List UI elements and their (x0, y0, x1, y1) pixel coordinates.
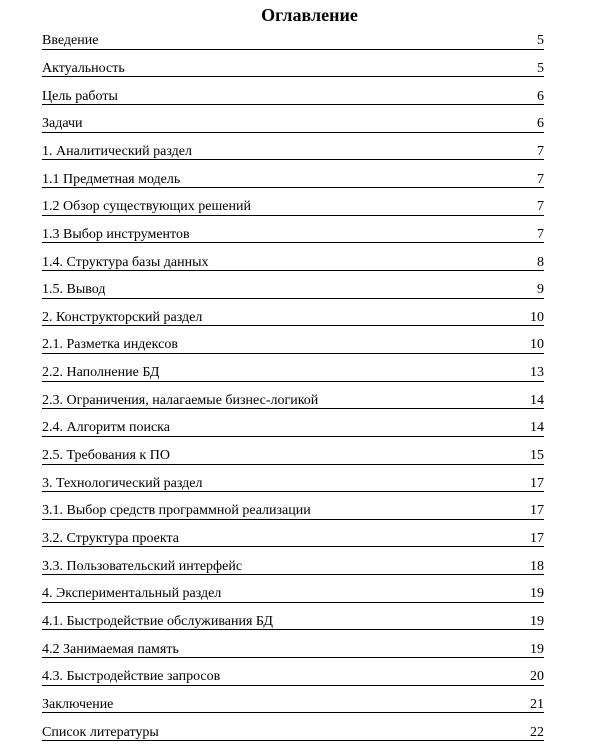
toc-entry-label: 1. Аналитический раздел (42, 143, 192, 159)
toc-entry-label: 1.2 Обзор существующих решений (42, 199, 251, 215)
toc-entry-label: 2.1. Разметка индексов (42, 337, 178, 353)
toc-entry-label: Список литературы (42, 724, 159, 740)
toc-entry-label: Задачи (42, 116, 83, 132)
toc-list: Введение 5 Актуальность 5 Цель работы 6 … (42, 22, 544, 742)
toc-entry[interactable]: 4.2 Занимаемая память 19 (42, 630, 544, 659)
toc-entry-label: 3.1. Выбор средств программной реализаци… (42, 503, 311, 519)
toc-entry-page-number: 10 (530, 337, 544, 353)
toc-entry-label: 2.5. Требования к ПО (42, 448, 170, 464)
toc-entry-label: 2.2. Наполнение БД (42, 365, 160, 381)
toc-entry[interactable]: 4.1. Быстродействие обслуживания БД 19 (42, 603, 544, 631)
toc-entry-page-number: 13 (530, 365, 544, 381)
toc-entry-page-number: 19 (530, 586, 544, 602)
toc-entry[interactable]: 2.3. Ограничения, налагаемые бизнес-логи… (42, 382, 544, 410)
toc-entry-label: Цель работы (42, 88, 118, 104)
toc-entry-label: 2.3. Ограничения, налагаемые бизнес-логи… (42, 392, 319, 408)
toc-entry-page-number: 6 (537, 116, 544, 132)
toc-entry[interactable]: 3.2. Структура проекта 17 (42, 520, 544, 548)
toc-entry[interactable]: 1.5. Вывод 9 (42, 271, 544, 299)
toc-entry[interactable]: 1.2 Обзор существующих решений 7 (42, 188, 544, 216)
toc-entry-label: 4.3. Быстродействие запросов (42, 669, 221, 685)
toc-entry-label: 3.3. Пользовательский интерфейс (42, 558, 243, 574)
toc-entry-label: 4. Экспериментальный раздел (42, 586, 222, 602)
toc-entry-label: 1.5. Вывод (42, 282, 106, 298)
toc-entry-page-number: 8 (537, 254, 544, 270)
toc-entry-page-number: 19 (530, 641, 544, 657)
toc-entry-page-number: 20 (530, 669, 544, 685)
toc-entry-page-number: 7 (537, 199, 544, 215)
toc-entry[interactable]: 1.3 Выбор инструментов 7 (42, 216, 544, 244)
toc-entry-page-number: 14 (530, 420, 544, 436)
toc-entry-label: Введение (42, 33, 99, 49)
toc-entry-page-number: 5 (537, 33, 544, 49)
toc-entry[interactable]: 3.3. Пользовательский интерфейс 18 (42, 547, 544, 576)
toc-entry[interactable]: 4. Экспериментальный раздел 19 (42, 575, 544, 603)
toc-entry-page-number: 19 (530, 614, 544, 630)
toc-entry[interactable]: Актуальность 5 (42, 50, 544, 78)
toc-entry-page-number: 18 (530, 558, 544, 574)
toc-entry[interactable]: 4.3. Быстродействие запросов 20 (42, 658, 544, 686)
toc-entry[interactable]: 2.4. Алгоритм поиска 14 (42, 409, 544, 437)
toc-entry-label: 1.3 Выбор инструментов (42, 226, 190, 242)
toc-entry[interactable]: 2.1. Разметка индексов 10 (42, 326, 544, 354)
toc-entry-page-number: 7 (537, 226, 544, 242)
toc-entry[interactable]: 1.4. Структура базы данных 8 (42, 243, 544, 271)
toc-entry-label: Актуальность (42, 60, 125, 76)
toc-entry-label: 2. Конструкторский раздел (42, 309, 203, 325)
toc-entry[interactable]: Введение 5 (42, 22, 544, 50)
toc-entry-label: 4.2 Занимаемая память (42, 641, 179, 657)
toc-entry-label: 4.1. Быстродействие обслуживания БД (42, 614, 273, 630)
toc-entry-label: 1.4. Структура базы данных (42, 254, 209, 270)
toc-entry-page-number: 7 (537, 171, 544, 187)
toc-entry-page-number: 15 (530, 448, 544, 464)
toc-entry-label: 3. Технологический раздел (42, 475, 203, 491)
toc-entry-page-number: 10 (530, 309, 544, 325)
toc-entry[interactable]: 2.2. Наполнение БД 13 (42, 354, 544, 382)
toc-entry[interactable]: 1.1 Предметная модель 7 (42, 160, 544, 188)
toc-entry[interactable]: 1. Аналитический раздел 7 (42, 133, 544, 161)
toc-entry-page-number: 14 (530, 392, 544, 408)
toc-entry-page-number: 17 (530, 475, 544, 491)
toc-entry-label: 1.1 Предметная модель (42, 171, 181, 187)
toc-entry[interactable]: 3. Технологический раздел 17 (42, 465, 544, 493)
toc-entry-page-number: 7 (537, 143, 544, 159)
toc-entry-page-number: 17 (530, 503, 544, 519)
toc-entry[interactable]: Список литературы 22 (42, 713, 544, 742)
toc-entry-page-number: 6 (537, 88, 544, 104)
toc-entry-label: 3.2. Структура проекта (42, 531, 180, 547)
toc-entry-page-number: 17 (530, 531, 544, 547)
toc-title: Оглавление (261, 5, 358, 25)
toc-entry[interactable]: 2. Конструкторский раздел 10 (42, 299, 544, 327)
toc-entry-page-number: 21 (530, 697, 544, 713)
toc-entry-page-number: 9 (537, 282, 544, 298)
toc-entry[interactable]: 3.1. Выбор средств программной реализаци… (42, 492, 544, 520)
toc-entry[interactable]: 2.5. Требования к ПО 15 (42, 437, 544, 465)
toc-entry[interactable]: Заключение 21 (42, 686, 544, 714)
toc-entry-label: 2.4. Алгоритм поиска (42, 420, 170, 436)
toc-entry[interactable]: Задачи 6 (42, 105, 544, 133)
toc-entry-page-number: 5 (537, 60, 544, 76)
toc-entry-page-number: 22 (530, 724, 544, 740)
toc-entry[interactable]: Цель работы 6 (42, 77, 544, 105)
toc-entry-label: Заключение (42, 697, 114, 713)
